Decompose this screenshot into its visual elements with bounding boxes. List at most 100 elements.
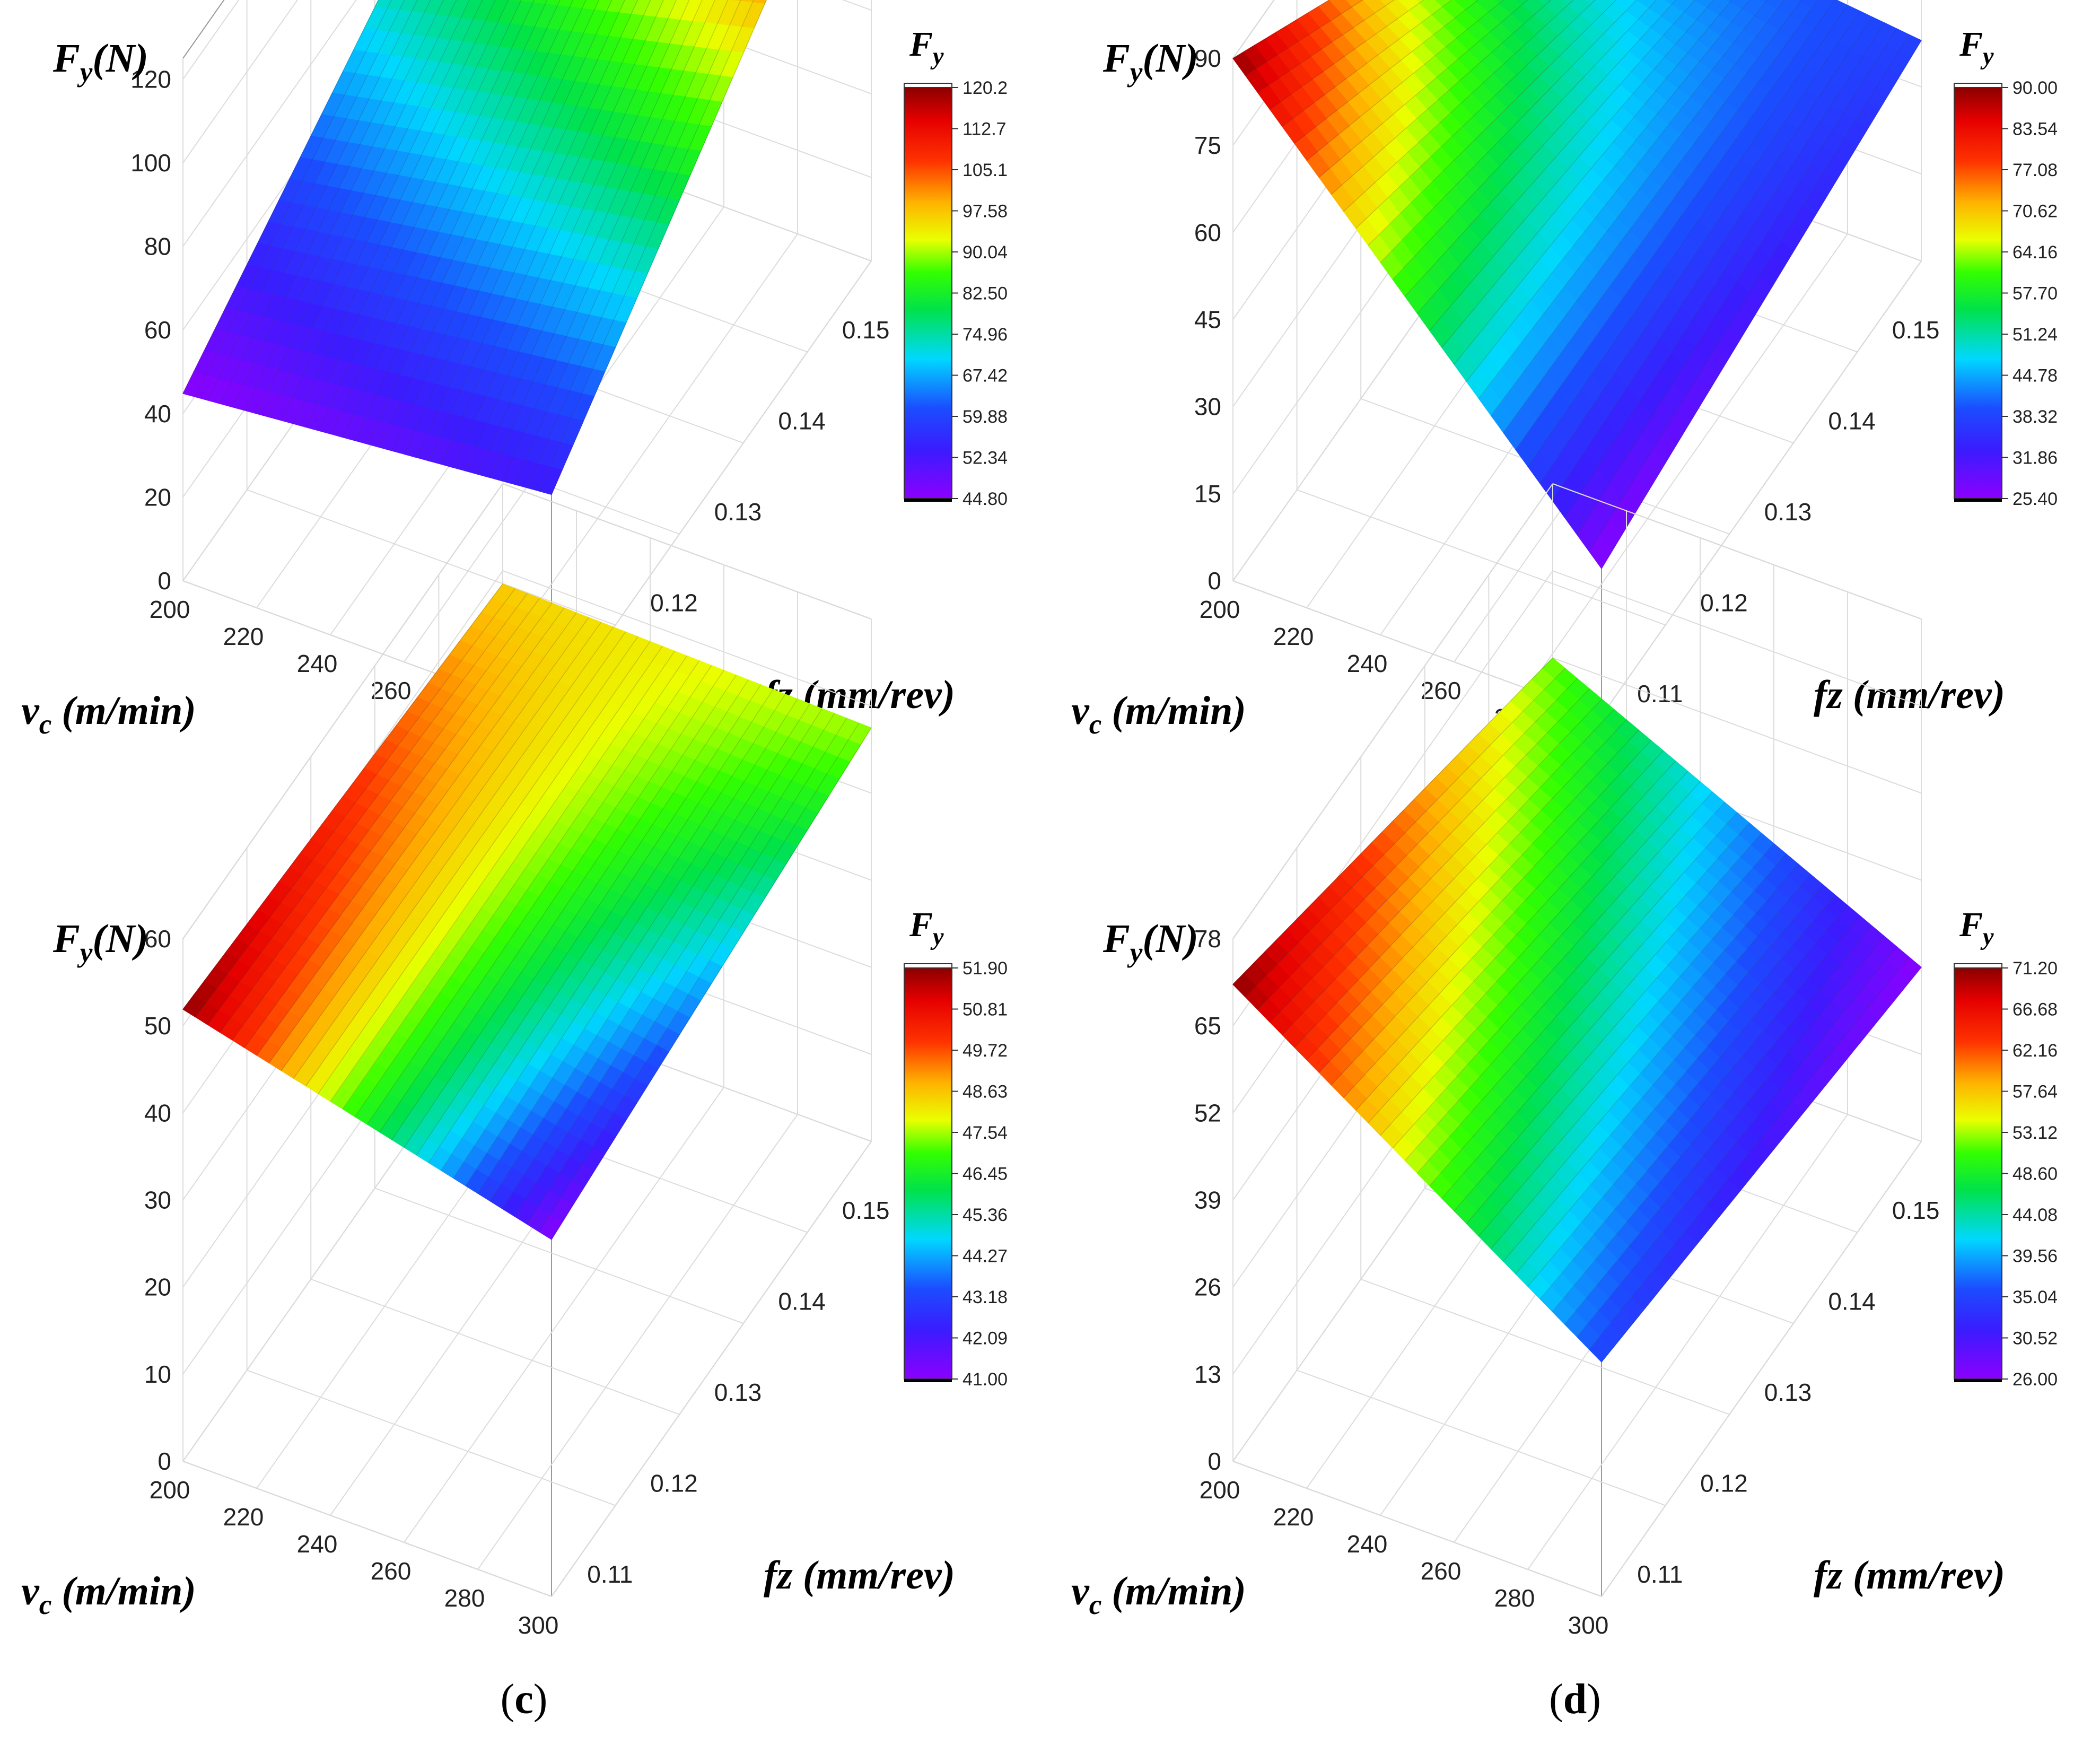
colorbar-tick-label: 53.12 — [2012, 1123, 2058, 1143]
grid-left-z — [182, 0, 357, 247]
colorbar-tick-label: 120.2 — [962, 78, 1008, 98]
surface — [182, 0, 767, 495]
colorbar-tick-label: 44.08 — [2012, 1205, 2058, 1225]
mesh-line — [293, 0, 496, 424]
x-tick-label: 220 — [223, 623, 264, 650]
x-tick-label: 200 — [1200, 596, 1240, 623]
z-tick-label: 0 — [1208, 1447, 1221, 1475]
mesh-line — [354, 0, 561, 441]
x-axis-title: vc (m/min) — [1071, 1569, 1246, 1620]
colorbar-title: Fy — [909, 25, 944, 69]
mesh-line — [489, 0, 703, 478]
mesh-line — [465, 0, 677, 472]
colorbar-cap-top — [1954, 83, 2002, 88]
x-axis-title: vc (m/min) — [1071, 688, 1246, 740]
y-tick-label: 0.13 — [1764, 498, 1812, 526]
mesh-line — [379, 0, 587, 448]
surface-patch — [182, 371, 207, 398]
z-tick-label: 30 — [1194, 393, 1221, 421]
colorbar-tick-label: 97.58 — [962, 202, 1008, 222]
z-tick-label: 80 — [144, 233, 171, 260]
colorbar-tick-label: 77.08 — [2012, 160, 2058, 180]
mesh-line — [268, 0, 470, 417]
x-tick-label: 220 — [1273, 1503, 1314, 1531]
colorbar-tick-label: 82.50 — [962, 284, 1008, 304]
colorbar-cap-top — [904, 83, 952, 88]
x-tick-label: 200 — [150, 596, 190, 623]
colorbar-tick-label: 51.90 — [962, 958, 1008, 979]
chart-panel-a: 2002202402602803000.110.120.130.140.1502… — [21, 0, 1008, 850]
y-tick-label: 0.15 — [1892, 1197, 1940, 1224]
mesh-line — [440, 0, 651, 465]
z-tick-label: 60 — [1194, 219, 1221, 246]
colorbar-tick-label: 64.16 — [2012, 242, 2058, 263]
mesh-line — [366, 0, 574, 444]
surface — [1232, 0, 1922, 570]
z-tick-label: 10 — [144, 1360, 171, 1388]
chart-panel-c: 2002202402602803000.110.120.130.140.1501… — [21, 483, 1008, 1723]
colorbar-cap-bottom — [904, 499, 952, 502]
grid-floor-x — [1601, 260, 1922, 717]
z-tick-label: 0 — [158, 1447, 171, 1475]
colorbar-tick-label: 44.78 — [2012, 366, 2058, 386]
y-tick-label: 0.11 — [587, 1560, 633, 1588]
x-tick-label: 260 — [371, 1557, 412, 1585]
z-tick-label: 100 — [130, 149, 171, 177]
colorbar — [904, 87, 952, 499]
x-axis-title: vc (m/min) — [21, 1569, 196, 1620]
colorbar-tick-label: 44.80 — [962, 489, 1008, 509]
y-tick-label: 0.15 — [1892, 316, 1940, 344]
z-tick-label: 15 — [1194, 480, 1221, 508]
y-tick-label: 0.14 — [778, 407, 826, 434]
mesh-line — [244, 0, 444, 411]
colorbar-tick-label: 45.36 — [962, 1205, 1008, 1225]
colorbar-tick-label: 51.24 — [2012, 325, 2058, 345]
colorbar-tick-label: 62.16 — [2012, 1041, 2058, 1061]
colorbar-cap-bottom — [904, 1379, 952, 1382]
y-tick-label: 0.13 — [714, 498, 762, 526]
y-tick-label: 0.14 — [778, 1287, 826, 1315]
colorbar-tick-label: 47.54 — [962, 1123, 1008, 1143]
mesh-line — [232, 0, 431, 407]
grid-floor-y — [1297, 1369, 1666, 1506]
chart-panel-b: 2002202402602803000.110.120.130.140.1501… — [1071, 0, 2058, 850]
grid-floor-y — [310, 1278, 680, 1415]
colorbar-title: Fy — [1959, 25, 1994, 69]
colorbar-tick-label: 35.04 — [2012, 1287, 2058, 1307]
z-axis-title: Fy(N) — [1102, 917, 1198, 968]
colorbar-tick-label: 90.04 — [962, 242, 1008, 263]
colorbar-tick-label: 41.00 — [962, 1369, 1008, 1390]
colorbar-tick-label: 42.09 — [962, 1329, 1008, 1349]
colorbar-tick-label: 66.68 — [2012, 1000, 2058, 1020]
z-axis-title: Fy(N) — [52, 36, 148, 88]
x-tick-label: 220 — [223, 1503, 264, 1531]
colorbar-tick-label: 57.70 — [2012, 284, 2058, 304]
surface-mesh — [182, 0, 767, 495]
grid-floor-y — [247, 489, 616, 626]
panel-caption: (c) — [501, 1676, 548, 1723]
colorbar-tick-label: 74.96 — [962, 325, 1008, 345]
colorbar — [1954, 967, 2002, 1380]
x-tick-label: 240 — [1347, 650, 1388, 677]
colorbar-tick-label: 26.00 — [2012, 1369, 2058, 1390]
y-tick-label: 0.12 — [650, 1470, 698, 1497]
colorbar-tick-label: 39.56 — [2012, 1246, 2058, 1267]
mesh-line — [453, 0, 664, 468]
chart-panel-d: 2002202402602803000.110.120.130.140.1501… — [1071, 483, 2058, 1723]
colorbar-tick-label: 48.63 — [962, 1082, 1008, 1102]
colorbar-tick-label: 57.64 — [2012, 1082, 2058, 1102]
x-tick-label: 280 — [444, 1584, 485, 1612]
x-tick-label: 260 — [1421, 677, 1462, 704]
colorbar-cap-bottom — [1954, 499, 2002, 502]
z-tick-label: 39 — [1194, 1186, 1221, 1214]
colorbar-tick-label: 25.40 — [2012, 489, 2058, 509]
grid-floor-y — [247, 1369, 616, 1506]
colorbar-tick-label: 83.54 — [2012, 119, 2058, 139]
y-axis-title: fz (mm/rev) — [1814, 1553, 2005, 1598]
colorbar-tick-label: 105.1 — [962, 160, 1008, 180]
z-tick-label: 26 — [1194, 1273, 1221, 1301]
y-tick-label: 0.13 — [1764, 1378, 1812, 1406]
mesh-line — [318, 0, 522, 431]
z-tick-label: 40 — [144, 1099, 171, 1127]
colorbar-tick-label: 52.34 — [962, 448, 1008, 468]
